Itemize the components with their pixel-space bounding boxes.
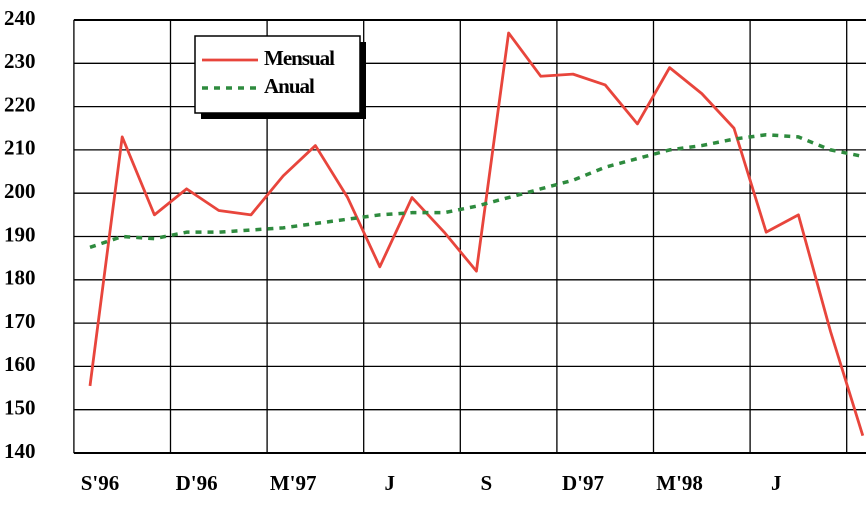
y-tick-label: 150: [4, 396, 36, 420]
x-tick-label: J: [771, 471, 782, 495]
x-tick-label: M'98: [656, 471, 703, 495]
y-tick-label: 170: [4, 309, 36, 333]
x-tick-label: S: [481, 471, 493, 495]
x-tick-label: S'96: [81, 471, 120, 495]
y-tick-label: 220: [4, 92, 36, 116]
legend-label: Anual: [264, 74, 315, 98]
y-tick-label: 160: [4, 352, 36, 376]
legend-box: [194, 35, 361, 114]
y-tick-label: 200: [4, 179, 36, 203]
y-tick-label: 140: [4, 439, 36, 463]
series-line: [88, 31, 865, 437]
y-tick-label: 240: [4, 6, 36, 30]
y-tick-label: 190: [4, 222, 36, 246]
y-tick-label: 230: [4, 49, 36, 73]
y-tick-label: 210: [4, 136, 36, 160]
x-tick-label: J: [385, 471, 396, 495]
y-tick-label: 180: [4, 266, 36, 290]
series-line: [89, 132, 864, 249]
x-tick-label: M'97: [270, 471, 317, 495]
x-tick-label: D'97: [562, 471, 604, 495]
x-tick-label: D'96: [176, 471, 218, 495]
legend: Mensual Anual: [194, 35, 366, 119]
legend-label: Mensual: [264, 46, 335, 70]
